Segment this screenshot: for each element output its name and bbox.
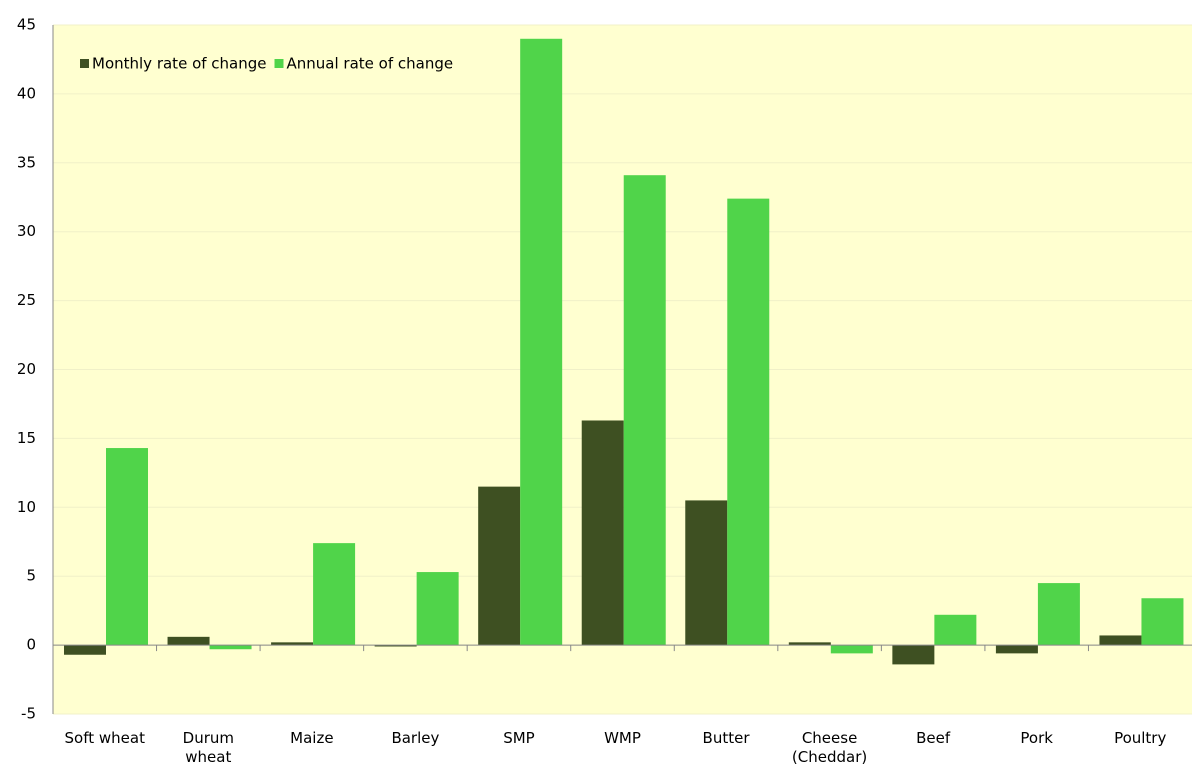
y-tick-label: -5	[21, 705, 36, 723]
legend-swatch	[80, 59, 89, 68]
x-tick-label: Maize	[290, 729, 334, 747]
y-tick-label: 35	[17, 153, 36, 171]
y-tick-label: 40	[17, 84, 36, 102]
x-tick-label: Barley	[391, 729, 440, 747]
y-tick-label: 20	[17, 360, 36, 378]
bar	[209, 645, 252, 650]
bar	[685, 500, 728, 646]
x-tick-label: Butter	[702, 729, 750, 747]
y-tick-label: 0	[26, 636, 36, 654]
bar	[581, 420, 624, 646]
bar	[478, 486, 521, 646]
x-tick-label: Soft wheat	[64, 729, 145, 747]
legend-swatch	[274, 59, 284, 68]
y-tick-label: 10	[17, 498, 36, 516]
bar	[64, 645, 106, 655]
bar	[623, 175, 666, 646]
bar	[892, 645, 935, 665]
legend-label: Annual rate of change	[287, 55, 454, 73]
bar	[995, 645, 1038, 654]
x-tick-label: SMP	[503, 729, 535, 747]
y-tick-label: 30	[17, 222, 36, 240]
bar	[788, 642, 831, 646]
x-tick-label: Cheese (Cheddar)	[791, 729, 868, 766]
x-tick-label: WMP	[604, 729, 641, 747]
x-tick-label: Pork	[1020, 729, 1053, 747]
bar	[374, 645, 417, 647]
bar	[416, 572, 459, 646]
x-tick-label: Durum wheat	[182, 729, 234, 766]
bar	[1037, 583, 1080, 646]
bar	[106, 448, 148, 646]
y-tick-label: 45	[17, 16, 36, 34]
bar	[1099, 635, 1142, 646]
bar	[271, 642, 314, 646]
bar	[313, 543, 356, 646]
bar	[167, 636, 210, 646]
bar	[830, 645, 873, 654]
bar	[934, 614, 977, 646]
bar	[727, 198, 770, 646]
y-tick-label: 5	[26, 567, 36, 585]
x-tick-label: Poultry	[1114, 729, 1167, 747]
legend-label: Monthly rate of change	[92, 55, 267, 73]
bar	[1141, 598, 1184, 646]
y-tick-label: 15	[17, 429, 36, 447]
y-tick-label: 25	[17, 291, 36, 309]
bar	[520, 38, 563, 646]
x-tick-label: Beef	[916, 729, 951, 747]
